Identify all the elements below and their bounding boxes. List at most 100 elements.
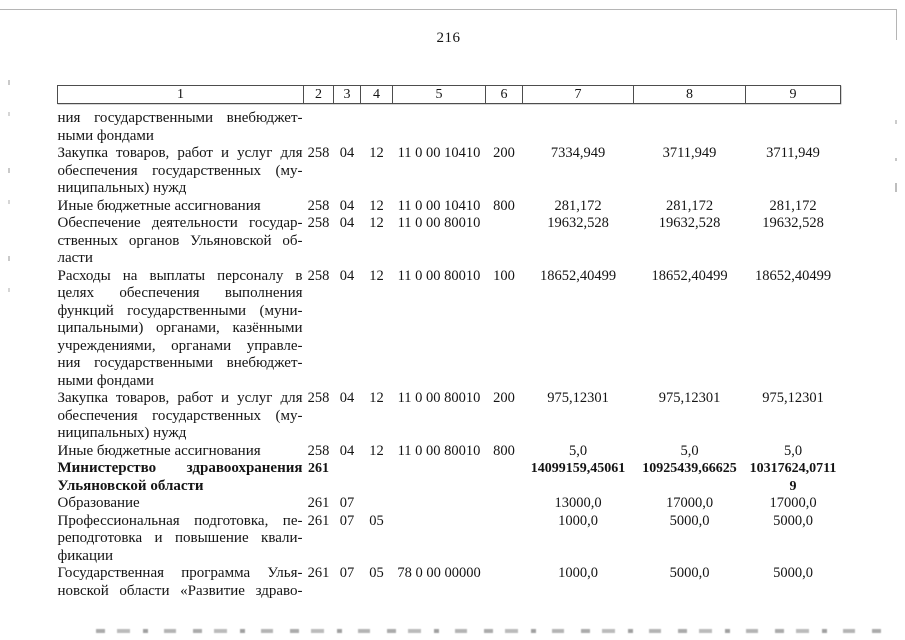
row-cell-c2: 261 — [307, 495, 330, 511]
row-description: Образование — [58, 495, 304, 513]
description-line: ниципальных) нужд — [57, 425, 187, 441]
row-cell-c9: 17000,0 — [769, 495, 817, 511]
row-cell-c8: 10925439,66625 — [642, 461, 737, 476]
description-line: ния государственными внебюджет- — [57, 110, 303, 126]
row-description: Иные бюджетные ассигнования — [58, 198, 304, 216]
row-cell-c6: 100 — [493, 267, 515, 284]
row-cell-c8: 5000,0 — [669, 512, 710, 529]
row-cell-c7: 1000,0 — [558, 512, 598, 529]
row-cell-c3: 04 — [339, 215, 355, 231]
table-row: Образование 261 07 13000,0 17000,0 17000,0 — [58, 495, 841, 513]
table-body: ния государственными внебюджет-ными фонд… — [58, 104, 841, 601]
description-line: фикации — [57, 547, 114, 564]
row-description: Закупка товаров, работ и услуг для обеспе… — [58, 145, 304, 198]
row-cell-c9 — [746, 104, 841, 146]
row-cell-c8: 3711,949 — [662, 145, 717, 161]
table-row: Расходы на выплаты персоналу в целях обес… — [58, 268, 841, 391]
description-line: новской области «Развитие здраво- — [57, 582, 303, 599]
row-cell-c4: 12 — [369, 267, 384, 284]
row-cell-c2: 261 — [307, 512, 330, 529]
row-cell-c3: 07 — [339, 495, 355, 511]
row-cell-c7: 975,12301 — [547, 390, 609, 406]
row-cell-c8: 5,0 — [680, 442, 699, 459]
row-cell-c2: 261 — [308, 461, 329, 476]
column-header-3: 3 — [333, 85, 361, 104]
column-header-9: 9 — [745, 85, 841, 104]
row-cell-c8: 5000,0 — [669, 565, 710, 581]
row-cell-c9: 18652,40499 — [754, 267, 832, 284]
row-cell-c5: 11 0 00 80010 — [397, 442, 481, 459]
row-cell-c3 — [334, 460, 361, 495]
row-description: Обеспечение деятельности государ-ственны… — [58, 215, 304, 268]
description-line: ния государственными внебюджет- — [57, 355, 303, 371]
row-description: Государственная программа Улья-новской о… — [58, 565, 304, 600]
row-description: ния государственными внебюджет-ными фонд… — [58, 104, 304, 146]
description-line: ласти — [57, 250, 93, 266]
row-cell-c7: 281,172 — [554, 197, 602, 214]
description-line: ными фондами — [57, 372, 154, 389]
row-cell-c8: 975,12301 — [658, 390, 721, 406]
column-header-8: 8 — [633, 85, 746, 104]
row-cell-c9: 281,172 — [769, 197, 817, 214]
row-cell-c9: 975,12301 — [762, 390, 824, 406]
row-cell-c5 — [393, 513, 486, 566]
row-cell-c3: 04 — [339, 390, 355, 406]
table-row: Профессиональная подготовка, пе-реподгот… — [58, 513, 841, 566]
column-header-6: 6 — [485, 85, 523, 104]
table-row: Закупка товаров, работ и услуг для обеспе… — [58, 390, 841, 443]
scan-artifact-cutoff-next-line-text — [96, 629, 884, 633]
description-line: Государственная программа Улья- — [57, 565, 303, 581]
row-cell-c2: 258 — [307, 267, 330, 284]
row-cell-c9: 5,0 — [783, 442, 803, 459]
row-cell-c2 — [304, 104, 334, 146]
row-cell-c2: 258 — [307, 145, 330, 161]
row-cell-c7 — [523, 104, 634, 146]
table-row: Государственная программа Улья-новской о… — [58, 565, 841, 600]
description-line: Иные бюджетные ассигнования — [57, 197, 261, 214]
row-cell-c8: 17000,0 — [665, 495, 714, 511]
description-line: Закупка товаров, работ и услуг для — [57, 145, 303, 161]
table-row: Иные бюджетные ассигнования 258 04 12 11 0 0… — [58, 443, 841, 461]
row-cell-c6 — [486, 495, 523, 513]
row-cell-c7: 7334,949 — [550, 145, 606, 161]
description-line: Иные бюджетные ассигнования — [57, 442, 261, 459]
row-description: Профессиональная подготовка, пе-реподгот… — [58, 513, 304, 566]
row-cell-c5: 11 0 00 80010 — [397, 390, 481, 406]
row-cell-c3: 04 — [339, 197, 355, 214]
table-row: Закупка товаров, работ и услуг для обеспе… — [58, 145, 841, 198]
row-cell-c5 — [393, 104, 486, 146]
row-cell-c4: 12 — [369, 197, 384, 214]
row-cell-c9: 5000,0 — [773, 565, 813, 581]
row-cell-c4 — [361, 460, 393, 495]
row-cell-c6 — [486, 104, 523, 146]
table-row: Министерство здравоохранения Ульяновской … — [58, 460, 841, 495]
column-header-2: 2 — [303, 85, 334, 104]
description-line: учреждениями, органами управле- — [57, 337, 303, 354]
row-cell-c4: 12 — [369, 145, 384, 161]
description-line: реподготовка и повышение квали- — [57, 530, 303, 546]
row-cell-c5: 78 0 00 00000 — [397, 565, 481, 581]
column-header-4: 4 — [360, 85, 393, 104]
row-cell-c3: 04 — [339, 442, 355, 459]
description-line: функций государственными (муни- — [57, 302, 303, 319]
scan-artifact-left-margin-dots — [8, 80, 10, 320]
row-cell-c2: 258 — [307, 215, 330, 231]
row-cell-c6 — [486, 215, 523, 268]
row-cell-c8: 281,172 — [665, 197, 714, 214]
row-cell-c9: 5000,0 — [773, 512, 813, 529]
row-cell-c5: 11 0 00 80010 — [397, 215, 481, 231]
row-cell-c4: 12 — [369, 215, 384, 231]
description-line: ниципальных) нужд — [57, 180, 187, 196]
row-cell-c7: 18652,40499 — [539, 267, 617, 284]
row-cell-c7: 13000,0 — [554, 495, 602, 511]
row-cell-c4: 05 — [369, 565, 384, 581]
table-row: Обеспечение деятельности государ-ственны… — [58, 215, 841, 268]
row-cell-c9: 3711,949 — [766, 145, 820, 161]
description-line: Профессиональная подготовка, пе- — [57, 512, 303, 529]
row-cell-c9: 19632,528 — [762, 215, 824, 231]
description-line: Расходы на выплаты персоналу в — [57, 267, 303, 284]
row-cell-c3: 04 — [339, 145, 355, 161]
